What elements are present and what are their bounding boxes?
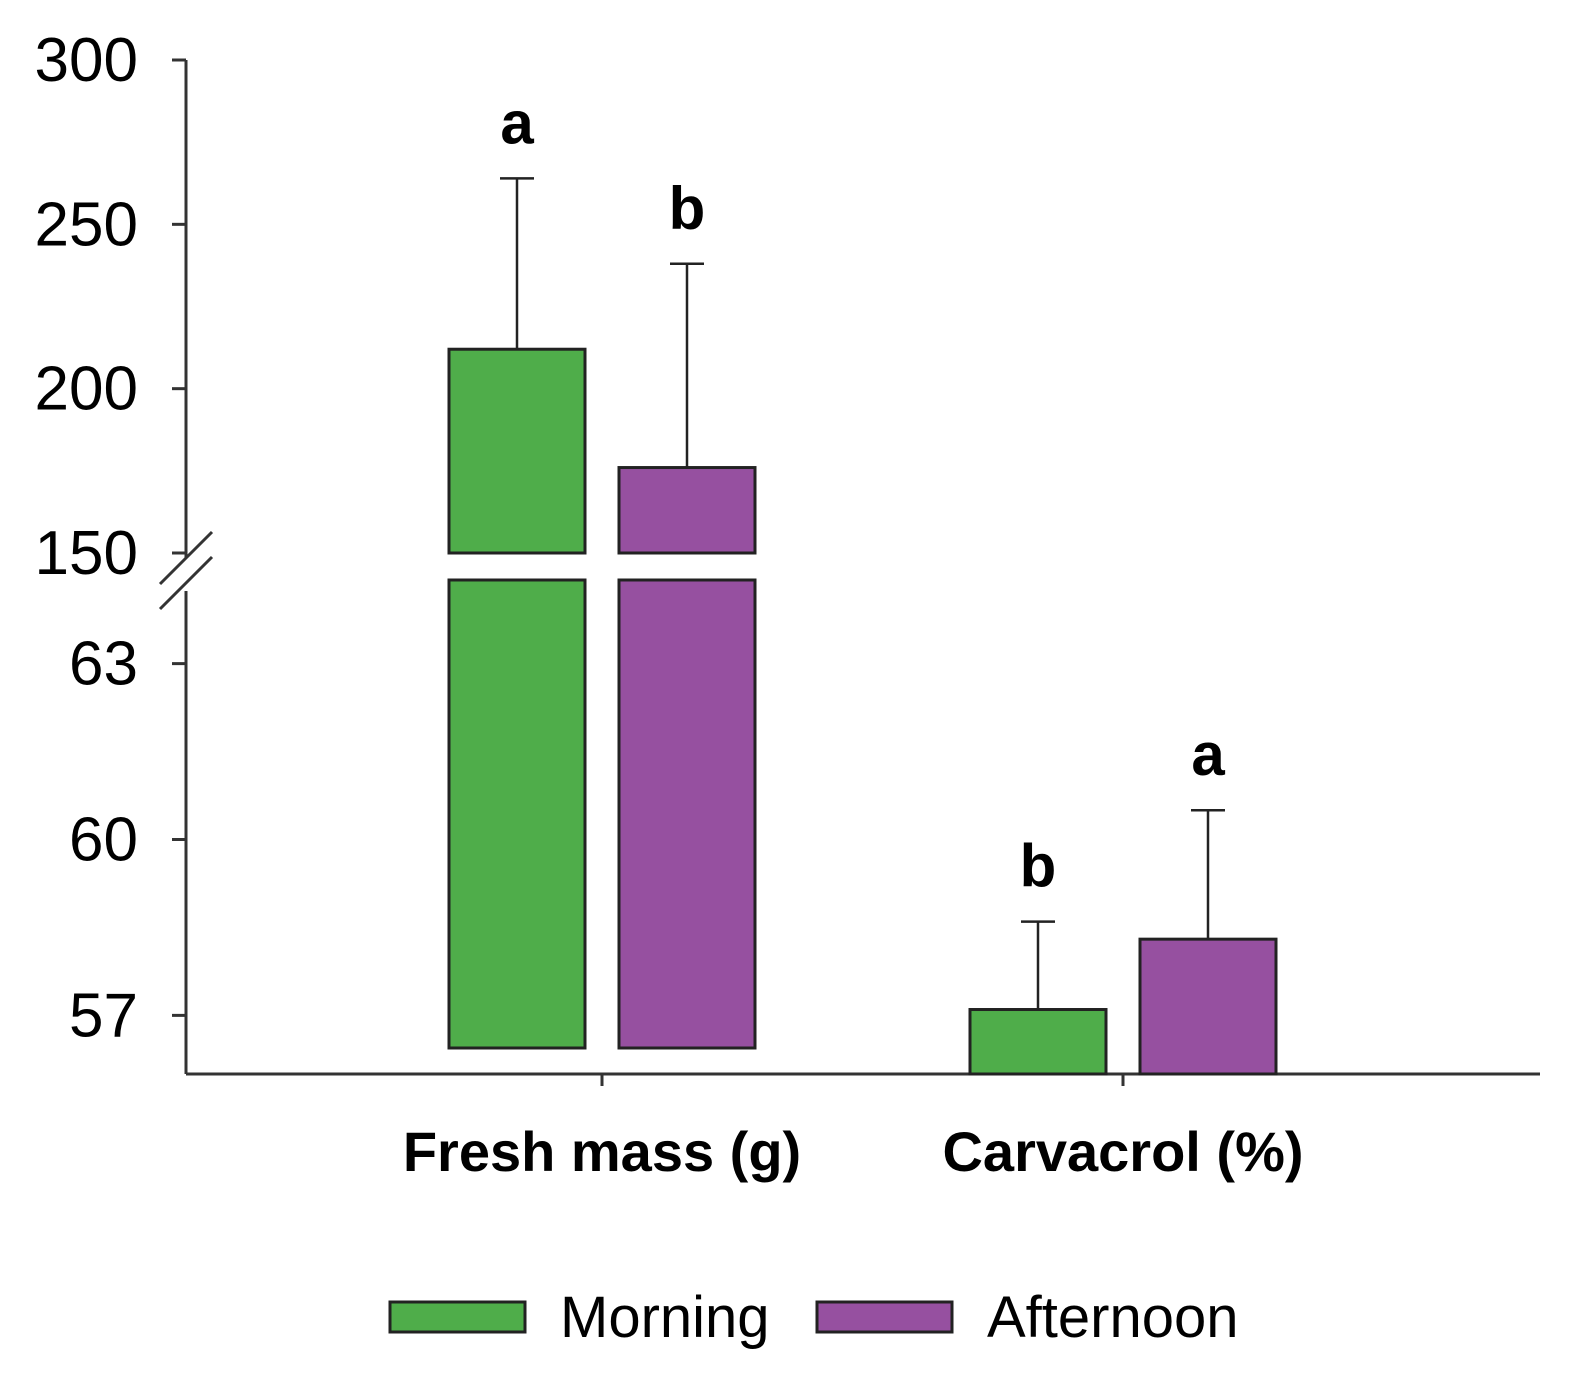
- y-tick-label: 250: [35, 190, 138, 259]
- bar-morning: [968, 1008, 1108, 1076]
- x-categories: Fresh mass (g) Carvacrol (%): [403, 1074, 1304, 1183]
- significance-letter: a: [1191, 721, 1225, 788]
- y-tick-label: 57: [69, 981, 138, 1050]
- bar-upper-morning: [447, 347, 587, 555]
- legend-label-morning: Morning: [560, 1285, 770, 1350]
- x-category-label: Fresh mass (g): [403, 1120, 801, 1183]
- y-tick-label: 150: [35, 519, 138, 588]
- legend-label-afternoon: Afternoon: [987, 1285, 1239, 1350]
- x-category-label: Carvacrol (%): [942, 1120, 1303, 1183]
- axis-break-mark-2: [158, 555, 214, 611]
- y-tick-label: 200: [35, 355, 138, 424]
- legend-swatch-afternoon: [815, 1300, 954, 1334]
- error-bars: [500, 177, 1225, 1010]
- legend: Morning Afternoon: [388, 1285, 1239, 1350]
- significance-letter: b: [1020, 833, 1057, 900]
- bar-lower-morning: [447, 578, 587, 1050]
- significance-letter: a: [500, 89, 534, 156]
- axis-break-mark-1: [158, 530, 214, 586]
- y-tick-label: 300: [35, 26, 138, 95]
- bar-upper-afternoon: [617, 466, 757, 555]
- y-tick-label: 60: [69, 806, 138, 875]
- significance-labels: a b b a: [500, 89, 1225, 899]
- bar-lower-afternoon: [617, 578, 757, 1050]
- significance-letter: b: [669, 175, 706, 242]
- bars: [447, 347, 1278, 1076]
- y-tick-label: 63: [69, 630, 138, 699]
- axes: [158, 60, 1540, 1076]
- legend-swatch-morning: [388, 1300, 527, 1334]
- bar-afternoon: [1138, 937, 1278, 1076]
- y-ticks: 150 200 250 300 57 60 63: [35, 26, 186, 1050]
